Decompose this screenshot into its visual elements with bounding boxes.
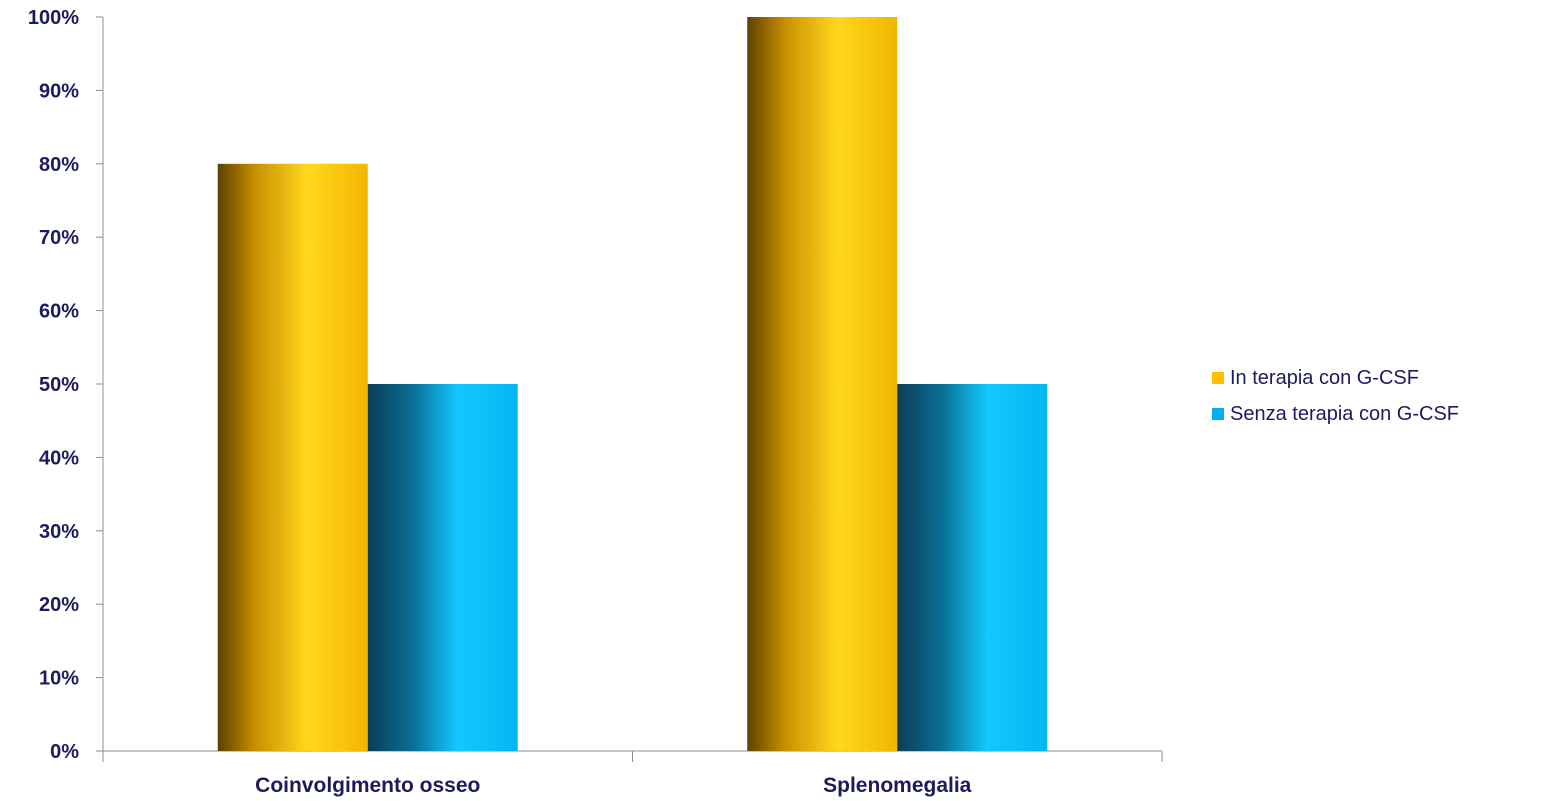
labels: 0% 10% 20% 30% 40% 50% 60% 70% 80% 90% 100% Coinvol… <box>28 7 972 797</box>
y-tick-label: 80% <box>39 154 79 176</box>
y-tick-label: 50% <box>39 374 79 396</box>
y-tick-label: 0% <box>50 741 79 763</box>
y-tick-label: 60% <box>39 301 79 323</box>
y-tick-label: 40% <box>39 447 79 469</box>
bar-without-gcsf-2 <box>897 384 1048 751</box>
y-tick-label: 20% <box>39 594 79 616</box>
x-category-label: Coinvolgimento osseo <box>255 774 480 797</box>
y-tick-label: 100% <box>28 7 79 29</box>
y-tick-label: 10% <box>39 668 79 690</box>
bar-with-gcsf-1 <box>217 163 368 752</box>
legend-label: Senza terapia con G-CSF <box>1230 403 1459 425</box>
y-tick-label: 70% <box>39 227 79 249</box>
legend-label: In terapia con G-CSF <box>1230 367 1419 389</box>
legend-swatch <box>1212 372 1224 384</box>
legend-swatch <box>1212 408 1224 420</box>
y-tick-label: 30% <box>39 521 79 543</box>
legend: In terapia con G-CSF Senza terapia con G-… <box>1212 367 1459 425</box>
bars <box>217 17 1048 752</box>
x-category-label: Splenomegalia <box>823 774 972 797</box>
y-tick-label: 90% <box>39 80 79 102</box>
bar-with-gcsf-2 <box>747 17 898 751</box>
bar-without-gcsf-1 <box>367 384 518 751</box>
